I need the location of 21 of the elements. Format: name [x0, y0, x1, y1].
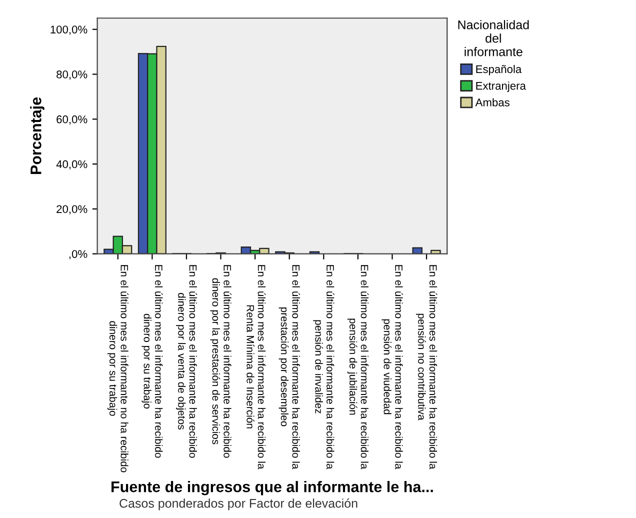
y-axis-title: Porcentaje: [30, 97, 44, 174]
y-tick-label: 20,0%: [56, 205, 88, 214]
x-axis-title: Fuente de ingresos que al informante le ha...: [112, 480, 433, 496]
x-tick-label: En el último mes el informante ha recibido dinero por su trabajo: [142, 265, 163, 458]
x-tick-label: En el último mes el informante ha recibido la pensión no contributiva: [416, 265, 438, 470]
x-tick-label: En el último mes el informante ha recibido la pensión de invalidez: [313, 265, 334, 470]
x-tick-label: En el último mes el informante ha recibido la pensión de viudedad: [382, 265, 403, 470]
x-tick-label: En el último mes el informante ha recibido la prestación por desempleo: [278, 265, 300, 470]
legend-label: Extranjera: [476, 82, 526, 92]
x-tick-label: En el último mes el informante ha recibido la pensión de jubilación: [347, 265, 369, 470]
x-tick-label: En el último mes el informante no ha recibido dinero por su trabajo: [107, 265, 128, 472]
legend-title: Nacionalidad del informante: [458, 20, 529, 56]
text: Casos ponderados por Factor de elevación: [120, 498, 358, 510]
y-tick-label: 60,0%: [56, 115, 88, 125]
legend-label: Española: [476, 64, 522, 76]
y-tick-label: 100,0%: [50, 26, 88, 35]
x-tick-label: En el último mes el informante ha recibido la Renta Mínima de Inserción: [246, 265, 266, 470]
y-tick-label: 40,0%: [56, 160, 88, 170]
y-tick-label: ,0%: [69, 250, 88, 260]
legend-label: Ambas: [475, 98, 510, 106]
y-tick-label: 80,0%: [56, 70, 88, 80]
